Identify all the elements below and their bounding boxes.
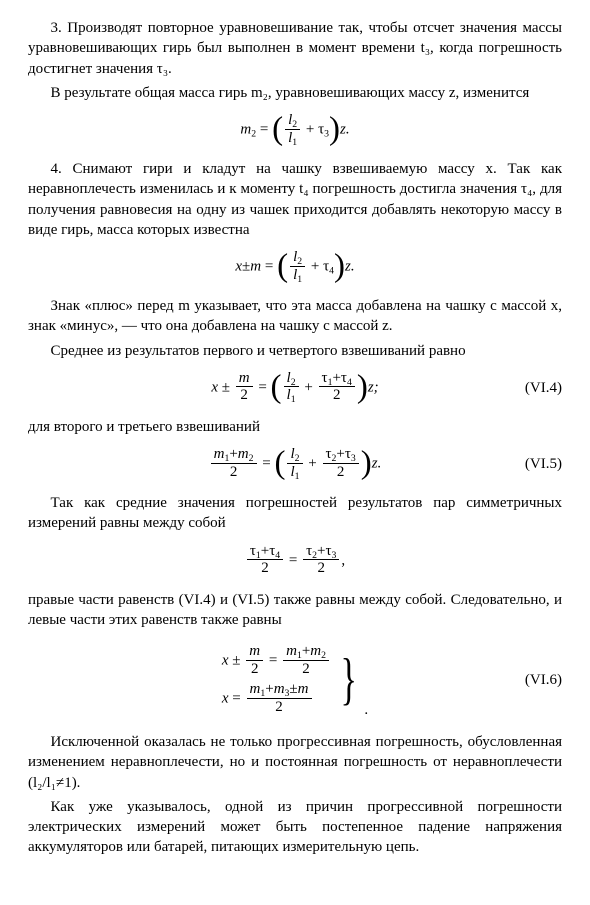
- eq-body: m2 = (l2l1 + τ3)z.: [240, 113, 349, 147]
- paragraph-3b: В результате общая масса гирь m₂, уравно…: [28, 83, 562, 103]
- equation-VI6: x ± m2 = m1+m22 x = m1+m3±m2 } . (VI.6): [28, 640, 562, 720]
- equation-m2: m2 = (l2l1 + τ3)z.: [28, 113, 562, 147]
- eq-body: x ± m2 = m1+m22 x = m1+m3±m2 } .: [222, 640, 368, 720]
- eq-dot: .: [364, 700, 368, 720]
- paragraph-excluded: Исключенной оказалась не только прогресс…: [28, 732, 562, 793]
- eq-body: x ± m2 = (l2l1 + τ1+τ42)z;: [211, 371, 378, 405]
- eq-body: τ1+τ42 = τ2+τ32,: [245, 544, 345, 578]
- paragraph-3: 3. Производят повторное уравновешивание …: [28, 18, 562, 79]
- paragraph-4: 4. Снимают гири и кладут на чашку взвеши…: [28, 159, 562, 240]
- equation-VI4: x ± m2 = (l2l1 + τ1+τ42)z; (VI.4): [28, 371, 562, 405]
- paragraph-hence: правые части равенств (VI.4) и (VI.5) та…: [28, 590, 562, 631]
- eq-number: (VI.6): [525, 670, 562, 690]
- eq-number: (VI.5): [525, 454, 562, 474]
- paragraph-avg-14: Среднее из результатов первого и четверт…: [28, 341, 562, 361]
- equation-xpm-m: x±m = (l2l1 + τ4)z.: [28, 250, 562, 284]
- paragraph-means-equal: Так как средние значения погрешностей ре…: [28, 493, 562, 534]
- eq-body: m1+m22 = (l2l1 + τ2+τ32)z.: [209, 447, 382, 481]
- paragraph-avg-23: для второго и третьего взвешиваний: [28, 417, 562, 437]
- equation-tau-means: τ1+τ42 = τ2+τ32,: [28, 544, 562, 578]
- paragraph-electrical: Как уже указывалось, одной из причин про…: [28, 797, 562, 858]
- paragraph-plus-minus: Знак «плюс» перед m указывает, что эта м…: [28, 296, 562, 337]
- eq-number: (VI.4): [525, 378, 562, 398]
- brace-icon: }: [340, 654, 356, 705]
- equation-VI5: m1+m22 = (l2l1 + τ2+τ32)z. (VI.5): [28, 447, 562, 481]
- eq-body: x±m = (l2l1 + τ4)z.: [235, 250, 354, 284]
